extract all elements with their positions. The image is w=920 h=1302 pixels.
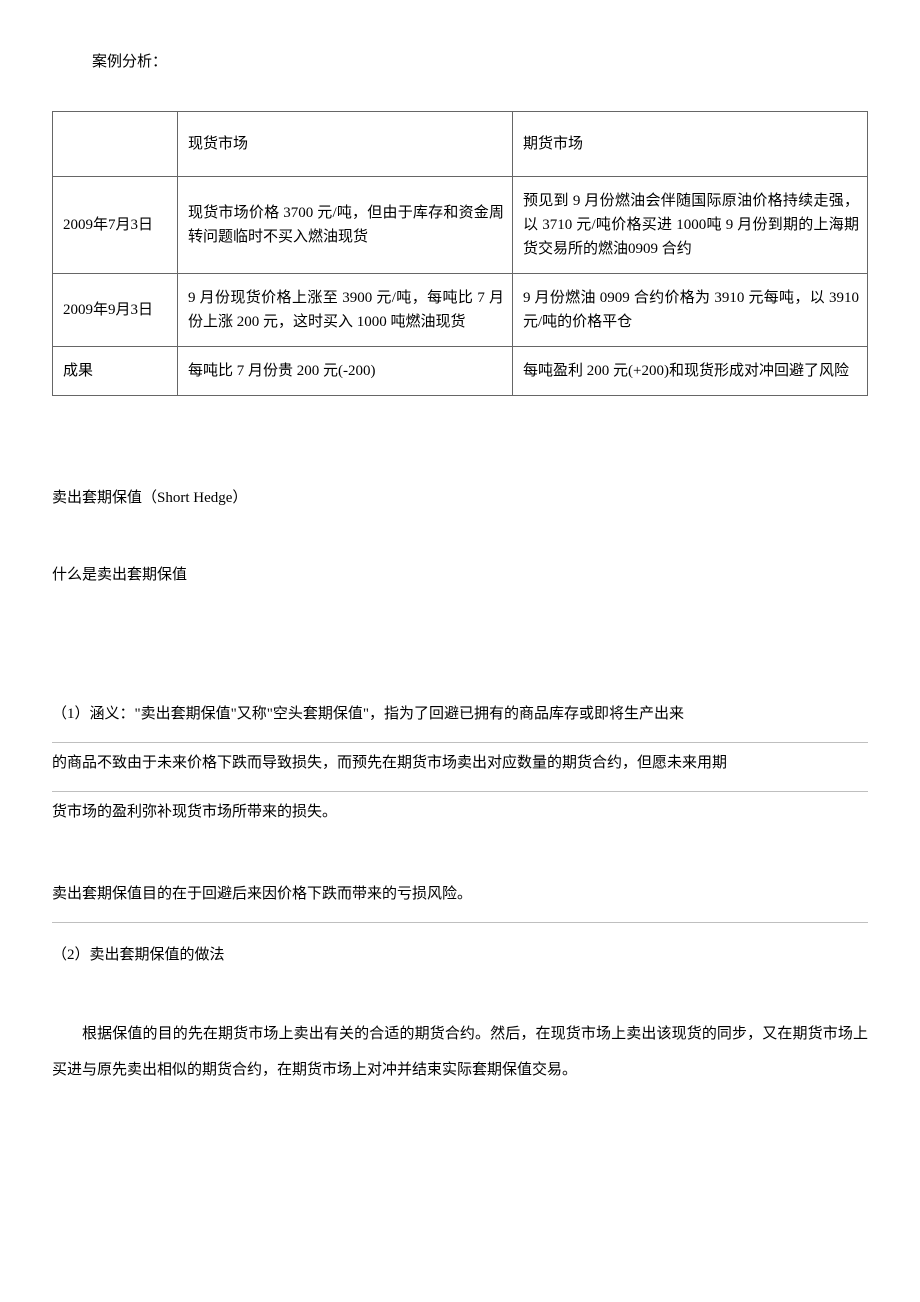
- row-spot-cell: 现货市场价格 3700 元/吨，但由于库存和资金周转问题临时不买入燃油现货: [178, 177, 513, 274]
- row-result-cell: 成果: [53, 347, 178, 396]
- row-futures-cell: 每吨盈利 200 元(+200)和现货形成对冲回避了风险: [513, 347, 868, 396]
- hedge-case-table: 现货市场 期货市场 2009年7月3日 现货市场价格 3700 元/吨，但由于库…: [52, 111, 868, 396]
- row-date-cell: 2009年7月3日: [53, 177, 178, 274]
- table-header-row: 现货市场 期货市场: [53, 112, 868, 177]
- header-blank: [53, 112, 178, 177]
- definition-line: 货市场的盈利弥补现货市场所带来的损失。: [52, 792, 868, 840]
- table-row: 2009年7月3日 现货市场价格 3700 元/吨，但由于库存和资金周转问题临时…: [53, 177, 868, 274]
- definition-paragraph: （1）涵义："卖出套期保值"又称"空头套期保值"，指为了回避已拥有的商品库存或即…: [52, 694, 868, 840]
- short-hedge-question: 什么是卖出套期保值: [52, 563, 868, 584]
- header-spot-market: 现货市场: [178, 112, 513, 177]
- row-futures-cell: 预见到 9 月份燃油会伴随国际原油价格持续走强，以 3710 元/吨价格买进 1…: [513, 177, 868, 274]
- short-hedge-title: 卖出套期保值（Short Hedge）: [52, 486, 868, 507]
- row-date-cell: 2009年9月3日: [53, 274, 178, 347]
- definition-line: 的商品不致由于未来价格下跌而导致损失，而预先在期货市场卖出对应数量的期货合约，但…: [52, 743, 868, 792]
- method-heading: （2）卖出套期保值的做法: [52, 943, 868, 964]
- table-row: 2009年9月3日 9 月份现货价格上涨至 3900 元/吨，每吨比 7 月份上…: [53, 274, 868, 347]
- row-spot-cell: 9 月份现货价格上涨至 3900 元/吨，每吨比 7 月份上涨 200 元，这时…: [178, 274, 513, 347]
- table-row: 成果 每吨比 7 月份贵 200 元(-200) 每吨盈利 200 元(+200…: [53, 347, 868, 396]
- row-futures-cell: 9 月份燃油 0909 合约价格为 3910 元每吨，以 3910 元/吨的价格…: [513, 274, 868, 347]
- row-spot-cell: 每吨比 7 月份贵 200 元(-200): [178, 347, 513, 396]
- definition-line: （1）涵义："卖出套期保值"又称"空头套期保值"，指为了回避已拥有的商品库存或即…: [52, 694, 868, 743]
- method-body: 根据保值的目的先在期货市场上卖出有关的合适的期货合约。然后，在现货市场上卖出该现…: [52, 1016, 868, 1088]
- header-futures-market: 期货市场: [513, 112, 868, 177]
- case-analysis-title: 案例分析：: [92, 50, 868, 71]
- purpose-line: 卖出套期保值目的在于回避后来因价格下跌而带来的亏损风险。: [52, 874, 868, 923]
